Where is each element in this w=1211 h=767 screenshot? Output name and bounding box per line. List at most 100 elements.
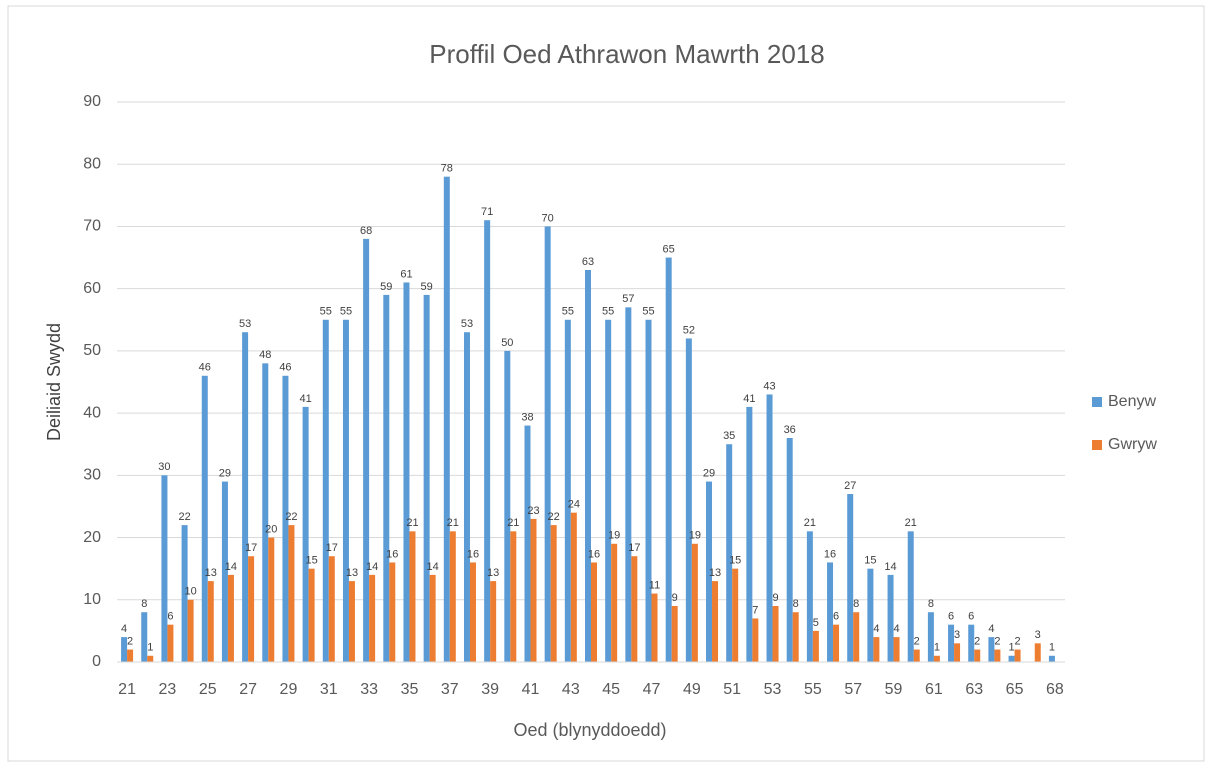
bar [248, 556, 255, 662]
bar [605, 319, 612, 662]
value-label: 70 [542, 212, 554, 224]
value-label: 14 [884, 561, 896, 573]
bar [544, 226, 551, 662]
bar [403, 282, 410, 662]
bar [221, 481, 228, 662]
bar [847, 494, 854, 662]
value-label: 6 [968, 611, 974, 623]
bar [1014, 649, 1021, 662]
value-label: 4 [121, 623, 127, 635]
value-label: 55 [340, 306, 352, 318]
x-tick-label: 35 [401, 681, 419, 698]
legend-label: Gwryw [1108, 436, 1157, 453]
bar [948, 624, 955, 662]
value-label: 22 [285, 511, 297, 523]
bar [812, 630, 819, 662]
value-label: 1 [1049, 642, 1055, 654]
bar [308, 568, 315, 662]
bar [201, 375, 208, 662]
x-tick-label: 53 [764, 681, 782, 698]
bar [853, 612, 860, 662]
bar [342, 319, 349, 662]
bar [227, 574, 234, 662]
y-tick-label: 70 [83, 218, 101, 235]
bar [732, 568, 739, 662]
value-label: 6 [833, 611, 839, 623]
value-label: 61 [400, 268, 412, 280]
bar [772, 606, 779, 662]
value-label: 21 [507, 517, 519, 529]
value-label: 29 [703, 467, 715, 479]
bar [706, 481, 713, 662]
legend-label: Benyw [1108, 393, 1156, 410]
value-label: 22 [548, 511, 560, 523]
value-label: 43 [763, 380, 775, 392]
value-label: 2 [127, 635, 133, 647]
bar [449, 531, 456, 662]
value-label: 30 [158, 461, 170, 473]
bar [268, 537, 275, 662]
value-label: 16 [386, 548, 398, 560]
x-tick-label: 57 [844, 681, 862, 698]
x-tick-label: 47 [643, 681, 661, 698]
value-label: 2 [1015, 635, 1021, 647]
value-label: 14 [366, 561, 378, 573]
bar [974, 649, 981, 662]
bar [484, 220, 491, 662]
bar [443, 176, 450, 662]
y-tick-label: 30 [83, 467, 101, 484]
x-tick-label: 33 [360, 681, 378, 698]
value-label: 7 [752, 604, 758, 616]
value-label: 21 [447, 517, 459, 529]
value-label: 53 [239, 318, 251, 330]
value-label: 3 [954, 629, 960, 641]
value-label: 16 [588, 548, 600, 560]
value-label: 4 [988, 623, 994, 635]
value-label: 24 [568, 499, 580, 511]
value-label: 48 [259, 349, 271, 361]
y-tick-label: 60 [83, 280, 101, 297]
x-tick-label: 21 [118, 681, 136, 698]
bar [907, 531, 914, 662]
value-label: 21 [406, 517, 418, 529]
y-tick-label: 40 [83, 404, 101, 421]
bar [423, 294, 430, 662]
x-axis-label: Oed (blynyddoedd) [513, 720, 666, 740]
value-label: 9 [672, 592, 678, 604]
bar [833, 624, 840, 662]
x-tick-label: 39 [481, 681, 499, 698]
bar [262, 363, 269, 662]
value-label: 1 [1009, 642, 1015, 654]
bar [651, 593, 658, 662]
value-label: 4 [893, 623, 899, 635]
value-label: 16 [824, 548, 836, 560]
bar [322, 319, 329, 662]
value-label: 23 [527, 505, 539, 517]
bar [645, 319, 652, 662]
bar [954, 643, 961, 662]
bar [510, 531, 517, 662]
value-label: 50 [501, 337, 513, 349]
value-label: 17 [628, 542, 640, 554]
bar [887, 574, 894, 662]
value-label: 15 [864, 555, 876, 567]
x-tick-label: 23 [159, 681, 177, 698]
bar [550, 525, 557, 662]
x-tick-label: 51 [723, 681, 741, 698]
bar [328, 556, 335, 662]
bar [611, 543, 618, 662]
legend-swatch [1092, 440, 1102, 450]
value-label: 3 [1035, 629, 1041, 641]
y-tick-label: 80 [83, 155, 101, 172]
x-tick-label: 59 [885, 681, 903, 698]
bar [288, 525, 295, 662]
value-label: 78 [441, 163, 453, 175]
bar [389, 562, 396, 662]
bar [302, 406, 309, 662]
value-label: 14 [427, 561, 439, 573]
x-tick-label: 31 [320, 681, 338, 698]
value-label: 52 [683, 324, 695, 336]
value-label: 15 [729, 555, 741, 567]
value-label: 35 [723, 430, 735, 442]
bar [207, 581, 214, 662]
